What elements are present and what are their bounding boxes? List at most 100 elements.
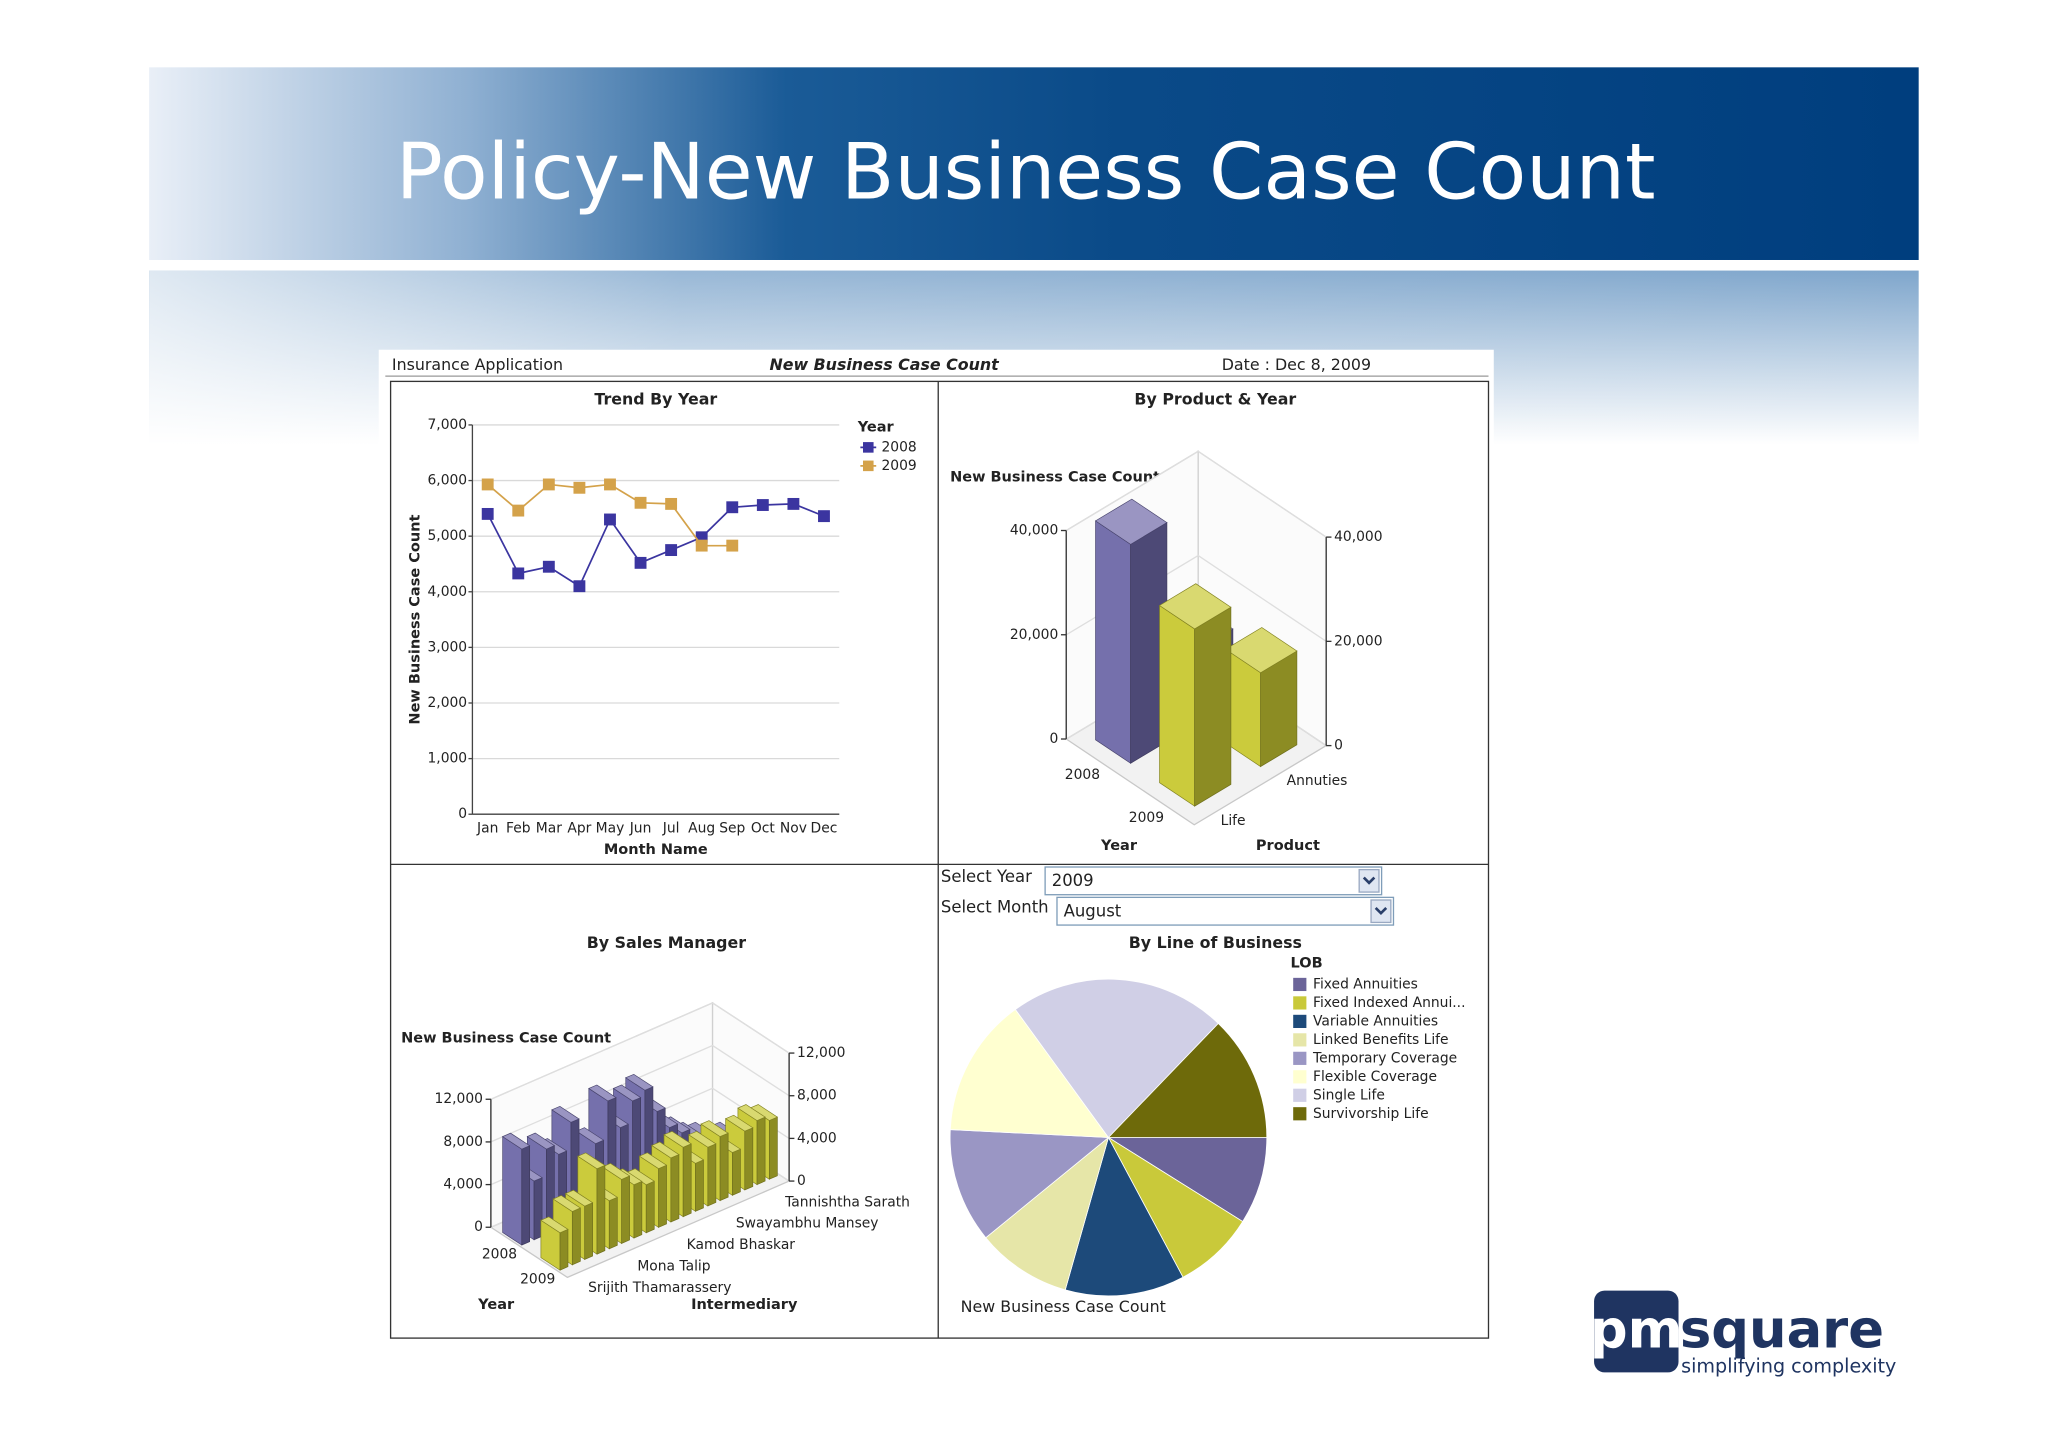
month-select-button[interactable]	[1370, 899, 1392, 924]
y2-tick-label: 8,000	[797, 1088, 837, 1104]
month-select-label: Select Month	[941, 897, 1049, 916]
point	[695, 531, 708, 544]
year-select-button[interactable]	[1358, 868, 1380, 893]
bar-top-face	[601, 1163, 631, 1180]
y2-tick-label: 40,000	[1334, 529, 1382, 545]
point	[481, 478, 494, 491]
x-tick-label: Sep	[719, 821, 745, 837]
point	[512, 504, 525, 517]
year-select[interactable]: 2009	[1044, 866, 1383, 896]
year-select-value: 2009	[1052, 871, 1094, 890]
category-label: Swayambhu Mansey	[736, 1216, 879, 1232]
pie-slice	[949, 1008, 1110, 1138]
x-tick-label: Nov	[780, 821, 807, 837]
x-tick-label: Dec	[811, 821, 838, 837]
bar-top-face	[588, 1084, 617, 1102]
bar-top-face	[552, 1195, 582, 1212]
month-select-box[interactable]	[1056, 896, 1395, 926]
y-tick-label: 20,000	[1010, 627, 1058, 643]
y-tick-label: 2,000	[427, 695, 467, 711]
bar-top-face	[1094, 498, 1168, 545]
report-name: New Business Case Count	[770, 355, 1001, 374]
header-band	[149, 67, 1919, 260]
pie-slice	[1107, 1022, 1268, 1138]
bar-right-face	[571, 1207, 581, 1266]
bar-right-face	[621, 1175, 630, 1244]
chart-title: By Sales Manager	[587, 933, 747, 952]
point	[573, 481, 586, 494]
bar-top-face	[724, 1114, 754, 1132]
legend-swatch	[1293, 1107, 1307, 1121]
y-tick-label: 0	[458, 806, 467, 822]
y-tick-label: 12,000	[435, 1091, 483, 1107]
bar-top-face	[540, 1216, 569, 1234]
point	[726, 501, 739, 514]
x-tick-label: Jun	[629, 821, 652, 837]
x-tick-label: May	[596, 821, 625, 837]
year-label: 2009	[1129, 810, 1164, 826]
bar-top-face	[1224, 627, 1298, 674]
x-tick-label: Apr	[567, 821, 591, 837]
point	[573, 580, 586, 593]
y-tick-label: 7,000	[427, 417, 467, 433]
x-tick-label: Jan	[476, 821, 498, 837]
category-label: Annuties	[1287, 773, 1348, 789]
bar-top-face	[625, 1073, 654, 1091]
legend-label: Variable Annuities	[1313, 1013, 1438, 1029]
bar-right-face	[596, 1164, 606, 1255]
logo: pm square simplifying complexity	[1590, 1290, 1896, 1378]
bar-top-face	[638, 1152, 668, 1170]
legend-label: Linked Benefits Life	[1313, 1032, 1449, 1048]
category-label: Life	[1221, 813, 1246, 829]
year-label: 2008	[482, 1246, 517, 1262]
y2-tick-label: 0	[1334, 738, 1343, 754]
bar-top-face	[700, 1120, 729, 1137]
bar-right-face	[608, 1196, 618, 1250]
y-tick-label: 4,000	[443, 1177, 483, 1193]
legend-title: LOB	[1291, 955, 1323, 971]
pie-slice	[1064, 1136, 1184, 1297]
legend-label: Survivorship Life	[1313, 1106, 1429, 1122]
bar-right-face	[707, 1143, 717, 1207]
y-axis-title: New Business Case Count	[401, 1031, 611, 1047]
y2-tick-label: 20,000	[1334, 633, 1382, 649]
legend-swatch	[1293, 996, 1307, 1010]
point	[756, 499, 769, 511]
year-select-label: Select Year	[941, 867, 1032, 886]
bar-top-face	[526, 1132, 556, 1150]
chart-title: By Product & Year	[1134, 389, 1296, 408]
pie-slice	[1107, 1137, 1268, 1223]
y-tick-label: 0	[474, 1219, 483, 1235]
legend-swatch	[1293, 1033, 1307, 1047]
category-label: Mona Talip	[637, 1259, 710, 1275]
year-select-box[interactable]	[1044, 866, 1383, 896]
legend-swatch	[1293, 1088, 1307, 1102]
report-date: Date : Dec 8, 2009	[1222, 355, 1371, 374]
y2-tick-label: 12,000	[797, 1045, 845, 1061]
bar-left-face	[1159, 604, 1195, 807]
legend-label: Fixed Indexed Annui...	[1313, 995, 1466, 1011]
bar-top-face	[551, 1106, 580, 1123]
bar-top-face	[564, 1189, 594, 1207]
bar-right-face	[719, 1132, 729, 1202]
point	[604, 513, 616, 526]
legend-label: Flexible Coverage	[1313, 1069, 1437, 1085]
z-axis-title: Product	[1256, 838, 1320, 854]
point	[481, 507, 494, 520]
grid-line	[1065, 450, 1327, 538]
bar-right-face	[768, 1116, 778, 1180]
logo-mark: pm	[1590, 1299, 1683, 1360]
bar-top-face	[501, 1132, 531, 1150]
bar-right-face	[682, 1143, 692, 1218]
bar-top-face	[663, 1130, 692, 1148]
point	[512, 567, 525, 580]
x-tick-label: Aug	[688, 821, 715, 837]
pie-slice	[949, 1129, 1110, 1239]
point	[665, 497, 678, 510]
y-tick-label: 6,000	[427, 473, 467, 489]
point	[665, 544, 678, 557]
month-select[interactable]: August	[1056, 896, 1395, 926]
bar-right-face	[584, 1202, 593, 1260]
y-tick-label: 5,000	[427, 528, 467, 544]
bar-right-face	[559, 1228, 569, 1271]
